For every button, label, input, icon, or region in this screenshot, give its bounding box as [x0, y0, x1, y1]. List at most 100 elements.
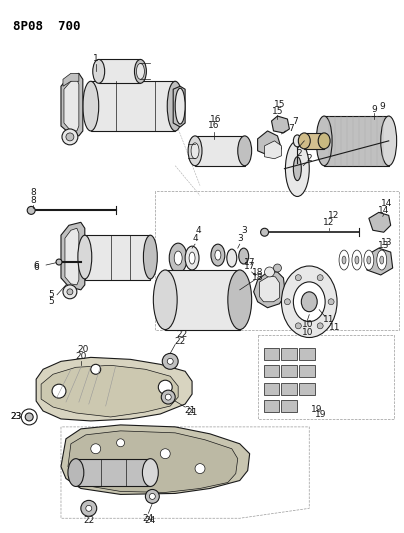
- Polygon shape: [85, 235, 150, 280]
- Polygon shape: [76, 459, 150, 487]
- Circle shape: [149, 494, 155, 499]
- Ellipse shape: [93, 60, 105, 83]
- Text: 13: 13: [378, 240, 389, 249]
- Ellipse shape: [301, 292, 317, 312]
- Polygon shape: [61, 425, 250, 495]
- Ellipse shape: [137, 63, 144, 79]
- Text: 14: 14: [381, 199, 392, 208]
- Ellipse shape: [215, 250, 221, 260]
- Circle shape: [265, 267, 274, 277]
- Ellipse shape: [83, 81, 99, 131]
- Text: 24: 24: [145, 516, 156, 525]
- Polygon shape: [265, 141, 282, 159]
- Ellipse shape: [191, 143, 199, 159]
- Polygon shape: [324, 116, 389, 166]
- Ellipse shape: [293, 135, 301, 147]
- Ellipse shape: [377, 250, 387, 270]
- Ellipse shape: [66, 133, 74, 141]
- Ellipse shape: [293, 282, 325, 321]
- Text: 5: 5: [48, 297, 54, 306]
- Ellipse shape: [135, 60, 146, 83]
- Ellipse shape: [381, 116, 397, 166]
- Text: 19: 19: [311, 405, 323, 414]
- Polygon shape: [260, 276, 280, 302]
- Circle shape: [162, 353, 178, 369]
- Polygon shape: [61, 222, 85, 290]
- Ellipse shape: [282, 266, 337, 337]
- Bar: [282, 383, 297, 395]
- Ellipse shape: [67, 289, 73, 295]
- Circle shape: [274, 264, 282, 272]
- Text: 3: 3: [237, 233, 243, 243]
- Text: 8: 8: [30, 196, 36, 205]
- Circle shape: [195, 464, 205, 473]
- Text: 21: 21: [186, 408, 198, 417]
- Circle shape: [161, 390, 175, 404]
- Ellipse shape: [228, 270, 252, 329]
- Text: 2: 2: [297, 149, 302, 158]
- Bar: [299, 383, 315, 395]
- Circle shape: [261, 228, 269, 236]
- Polygon shape: [63, 74, 79, 86]
- Ellipse shape: [188, 136, 202, 166]
- Circle shape: [91, 444, 101, 454]
- Circle shape: [328, 299, 334, 305]
- Ellipse shape: [318, 133, 330, 149]
- Circle shape: [160, 449, 170, 459]
- Bar: [282, 400, 297, 412]
- Ellipse shape: [78, 235, 92, 279]
- Polygon shape: [36, 357, 192, 421]
- Ellipse shape: [367, 256, 371, 264]
- Polygon shape: [68, 431, 238, 492]
- Text: 22: 22: [83, 516, 95, 525]
- Bar: [263, 365, 280, 377]
- Ellipse shape: [143, 235, 157, 279]
- Ellipse shape: [174, 251, 182, 265]
- Circle shape: [295, 323, 301, 329]
- Ellipse shape: [227, 249, 237, 267]
- Ellipse shape: [316, 116, 332, 166]
- Ellipse shape: [211, 244, 225, 266]
- Text: 6: 6: [33, 261, 39, 270]
- Polygon shape: [369, 212, 391, 232]
- Ellipse shape: [352, 250, 362, 270]
- Ellipse shape: [342, 256, 346, 264]
- Text: 23: 23: [11, 413, 22, 422]
- Text: 23: 23: [11, 413, 22, 422]
- Ellipse shape: [355, 256, 359, 264]
- Bar: [299, 349, 315, 360]
- Text: 11: 11: [323, 315, 335, 324]
- Circle shape: [295, 274, 301, 281]
- Ellipse shape: [298, 133, 310, 149]
- Circle shape: [317, 274, 323, 281]
- Bar: [282, 365, 297, 377]
- Polygon shape: [91, 81, 175, 131]
- Text: 10: 10: [301, 328, 313, 337]
- Circle shape: [158, 380, 172, 394]
- Text: 14: 14: [378, 206, 389, 215]
- Polygon shape: [173, 86, 185, 127]
- Ellipse shape: [189, 252, 195, 264]
- Polygon shape: [304, 133, 324, 149]
- Polygon shape: [367, 248, 393, 275]
- Text: 21: 21: [184, 407, 196, 416]
- Text: 17: 17: [244, 257, 255, 266]
- Polygon shape: [195, 136, 245, 166]
- Ellipse shape: [238, 136, 252, 166]
- Polygon shape: [165, 270, 240, 329]
- Text: 2: 2: [307, 154, 312, 163]
- Ellipse shape: [62, 129, 78, 145]
- Ellipse shape: [167, 81, 183, 131]
- Text: 17: 17: [244, 262, 255, 271]
- Polygon shape: [41, 365, 178, 417]
- Text: 20: 20: [77, 345, 88, 354]
- Ellipse shape: [285, 141, 309, 197]
- Text: 15: 15: [274, 100, 285, 109]
- Text: 12: 12: [324, 218, 335, 227]
- Text: 8P08  700: 8P08 700: [13, 20, 81, 33]
- Bar: [263, 383, 280, 395]
- Circle shape: [91, 365, 101, 374]
- Text: 16: 16: [208, 122, 220, 131]
- Circle shape: [86, 505, 92, 511]
- Text: 12: 12: [328, 211, 340, 220]
